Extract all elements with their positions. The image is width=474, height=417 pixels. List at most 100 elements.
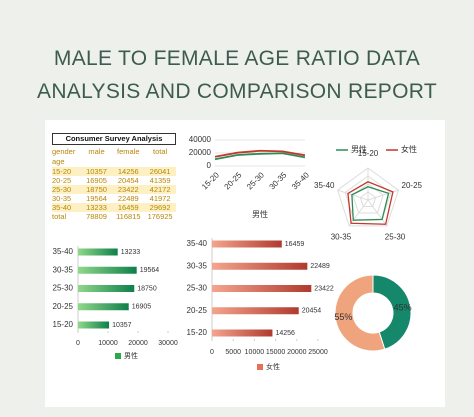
bar: [78, 303, 129, 311]
table-cell: total: [52, 212, 67, 221]
y-tick-label: 20000: [189, 148, 212, 157]
data-label: 13233: [121, 249, 141, 256]
x-tick-label: 5000: [225, 349, 241, 356]
legend-label: 女性: [266, 362, 280, 371]
donut-slice: [372, 274, 412, 350]
radar-series: [347, 181, 394, 225]
column-header: male: [88, 147, 105, 156]
data-label: 16905: [132, 304, 152, 311]
x-tick-label: 0: [76, 340, 80, 347]
table-cell: 19564: [86, 194, 107, 203]
table-cell: 176925: [147, 212, 173, 221]
y-tick-label: 20-25: [187, 306, 208, 315]
y-tick-label: 35-40: [53, 247, 74, 256]
table-cell: 25-30: [52, 185, 72, 194]
report-title: MALE TO FEMALE AGE RATIO DATA ANALYSIS A…: [37, 47, 437, 103]
table-row: 35-40 13233 16459 29692: [52, 203, 176, 212]
table-row: 25-30 18750 23422 42172: [52, 185, 176, 194]
legend-label: 男性: [124, 351, 138, 360]
radar-series: [351, 186, 390, 221]
x-tick-label: 0: [210, 349, 214, 356]
y-tick-label: 15-20: [53, 320, 74, 329]
data-label: 22489: [310, 263, 330, 270]
table-cell: 26041: [149, 167, 171, 176]
table-row: 30-35 19564 22489 41972: [52, 194, 176, 203]
data-label: 16459: [285, 241, 305, 248]
x-tick-label: 15000: [266, 349, 286, 356]
table-cell: 41359: [149, 176, 171, 185]
y-tick-label: 25-30: [53, 284, 74, 293]
x-tick-label: 30000: [158, 340, 178, 347]
y-tick-label: 40000: [189, 135, 212, 144]
table-cell: 78809: [86, 212, 107, 221]
table-cell: 41972: [149, 194, 171, 203]
bar: [78, 266, 137, 274]
data-table: Consumer Survey Analysis gender age male fe…: [52, 133, 176, 221]
table-cell: 16459: [117, 203, 139, 212]
bar: [212, 240, 282, 248]
table-cell: 15-20: [52, 167, 72, 176]
x-tick-label: 10000: [98, 340, 118, 347]
bar: [212, 329, 273, 337]
table-cell: 22489: [117, 194, 139, 203]
x-tick-label: 10000: [245, 349, 265, 356]
table-cell: 20454: [117, 176, 139, 185]
table-cell: 42172: [149, 185, 171, 194]
table-cell: 14256: [117, 167, 139, 176]
x-tick-label: 20000: [287, 349, 307, 356]
x-tick-label: 20000: [128, 340, 148, 347]
data-label: 23422: [314, 285, 334, 292]
radar-label: 30-35: [331, 232, 352, 241]
data-label: 45%: [394, 303, 412, 313]
table-cell: 35-40: [52, 203, 72, 212]
bar: [212, 285, 312, 292]
y-tick-label: 0: [207, 161, 212, 170]
table-cell: 10357: [86, 167, 107, 176]
radar-axis: [348, 199, 369, 227]
bar: [212, 307, 299, 315]
table-row: 15-20 10357 14256 26041: [52, 167, 176, 176]
bar: [78, 248, 118, 256]
data-label: 18750: [137, 285, 157, 292]
bar: [78, 321, 110, 329]
line: [214, 149, 306, 158]
radar-axis: [367, 199, 388, 227]
y-tick-label: 35-40: [187, 239, 208, 248]
table-cell: 13233: [86, 203, 107, 212]
radar-axis: [337, 189, 369, 201]
table-cell: 30-35: [52, 194, 72, 203]
legend-label: 男性: [351, 144, 367, 154]
table-row: total 78809 116815 176925: [52, 212, 176, 221]
table-cell: 29692: [149, 203, 171, 212]
radar-grid: [336, 167, 400, 227]
table-title: Consumer Survey Analysis: [52, 133, 176, 145]
table-cell: 16905: [86, 176, 107, 185]
data-label: 55%: [334, 312, 352, 322]
data-label: 20454: [302, 308, 322, 315]
y-tick-label: 30-35: [187, 261, 208, 270]
radar-label: 20-25: [402, 181, 423, 190]
legend-swatch: [115, 353, 121, 359]
radar-label: 35-40: [314, 181, 335, 190]
table-cell: 116815: [116, 212, 141, 221]
column-header: gender age: [52, 147, 76, 166]
column-header: female: [117, 147, 140, 156]
table-row: 20-25 16905 20454 41359: [52, 176, 176, 185]
line: [214, 152, 306, 161]
table-header: gender age male female total: [52, 147, 176, 167]
bar: [212, 262, 308, 270]
y-tick-label: 15-20: [187, 328, 208, 337]
x-tick-label: 25000: [308, 349, 328, 356]
radar-grid: [359, 191, 377, 207]
data-label: 19564: [140, 267, 160, 274]
radar-label: 15-20: [358, 149, 379, 158]
table-cell: 18750: [86, 185, 107, 194]
table-cell: 20-25: [52, 176, 72, 185]
legend-label: 女性: [401, 144, 417, 154]
table-cell: 23422: [117, 185, 139, 194]
data-label: 10357: [112, 322, 132, 329]
data-label: 14256: [275, 330, 295, 337]
y-tick-label: 30-35: [53, 265, 74, 274]
y-tick-label: 25-30: [187, 284, 208, 293]
